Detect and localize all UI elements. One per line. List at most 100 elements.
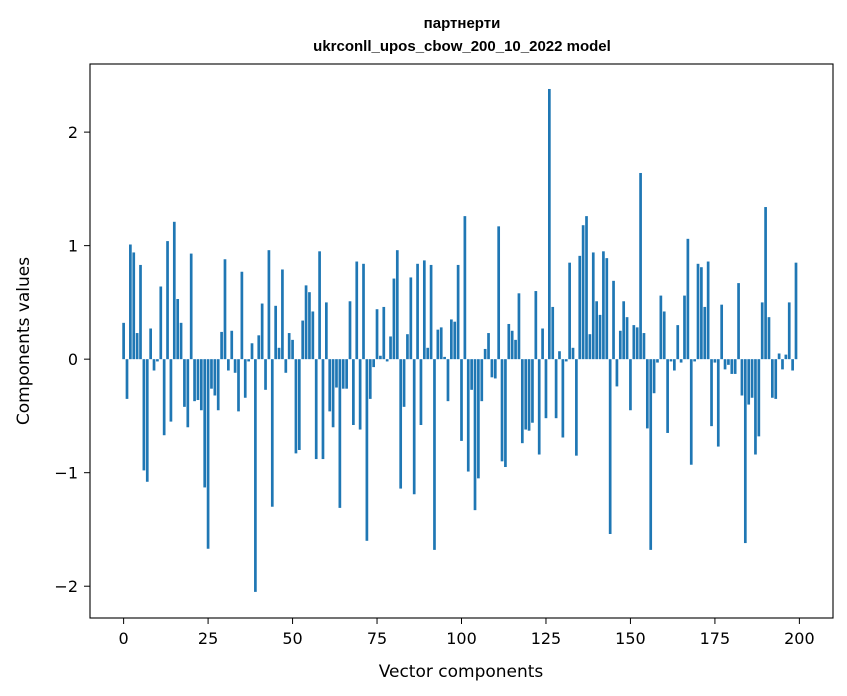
bar-184 xyxy=(743,359,747,544)
bar-59 xyxy=(321,359,325,460)
bar-177 xyxy=(720,304,724,360)
bar-40 xyxy=(257,335,261,360)
bar-106 xyxy=(480,359,484,402)
bar-33 xyxy=(233,359,237,373)
bar-152 xyxy=(635,327,639,360)
bar-49 xyxy=(287,333,291,360)
bar-133 xyxy=(571,347,575,360)
bar-7 xyxy=(145,359,149,482)
bar-14 xyxy=(169,359,173,422)
bar-118 xyxy=(520,359,524,444)
y-axis: −2 −1 0 1 2 xyxy=(54,123,90,596)
bar-198 xyxy=(791,359,794,371)
bar-73 xyxy=(368,359,372,399)
x-tick-label: 25 xyxy=(198,629,218,648)
bar-83 xyxy=(402,359,406,407)
bar-76 xyxy=(379,355,382,360)
bar-182 xyxy=(737,283,740,360)
bar-135 xyxy=(578,255,582,360)
bar-66 xyxy=(345,359,348,389)
bar-179 xyxy=(727,359,730,365)
bar-168 xyxy=(689,359,693,465)
bar-89 xyxy=(422,260,426,360)
bar-34 xyxy=(237,359,240,412)
bar-191 xyxy=(767,317,771,360)
bar-140 xyxy=(595,301,598,360)
bar-131 xyxy=(564,359,568,362)
x-tick-label: 175 xyxy=(700,629,731,648)
bars-group xyxy=(122,88,798,592)
bar-193 xyxy=(774,359,778,399)
bar-56 xyxy=(311,311,315,360)
bar-6 xyxy=(142,359,146,471)
bar-97 xyxy=(450,319,453,360)
bar-69 xyxy=(355,261,359,360)
bar-15 xyxy=(172,221,176,360)
bar-21 xyxy=(193,359,196,402)
bar-10 xyxy=(156,359,159,362)
bar-90 xyxy=(426,347,430,360)
bar-113 xyxy=(504,359,507,468)
x-tick-label: 150 xyxy=(615,629,646,648)
bar-141 xyxy=(598,314,602,360)
bar-61 xyxy=(328,359,332,412)
bar-16 xyxy=(176,299,180,360)
bar-44 xyxy=(270,359,274,507)
bar-142 xyxy=(602,251,605,360)
bar-13 xyxy=(166,241,169,360)
bar-88 xyxy=(419,359,423,425)
bar-105 xyxy=(477,359,480,479)
bar-186 xyxy=(750,359,754,398)
bar-169 xyxy=(693,359,696,362)
bar-67 xyxy=(348,301,352,360)
bar-159 xyxy=(659,295,663,360)
bar-18 xyxy=(183,359,186,407)
bar-171 xyxy=(700,267,703,360)
bar-31 xyxy=(227,359,230,371)
bar-24 xyxy=(203,359,207,488)
x-axis: 0 25 50 75 100 125 150 175 200 xyxy=(119,618,815,648)
bar-20 xyxy=(189,253,193,360)
bar-3 xyxy=(132,252,136,360)
bar-119 xyxy=(524,359,528,430)
bar-164 xyxy=(676,325,680,360)
bar-126 xyxy=(548,88,551,360)
bar-52 xyxy=(297,359,301,450)
bar-62 xyxy=(331,359,335,428)
bar-123 xyxy=(537,359,541,455)
bar-63 xyxy=(335,359,338,388)
bar-188 xyxy=(757,359,761,437)
bar-185 xyxy=(747,359,751,405)
bar-116 xyxy=(514,339,517,360)
bar-175 xyxy=(713,359,717,363)
bar-1 xyxy=(125,359,129,399)
bar-110 xyxy=(493,359,497,379)
y-tick-label: −1 xyxy=(54,464,78,483)
bar-4 xyxy=(135,333,139,360)
bar-58 xyxy=(318,251,321,360)
bar-30 xyxy=(223,259,227,360)
bar-46 xyxy=(277,347,281,360)
bar-151 xyxy=(632,325,636,360)
bar-53 xyxy=(301,320,305,360)
bar-87 xyxy=(416,263,419,360)
bar-72 xyxy=(365,359,369,541)
bar-112 xyxy=(500,359,504,462)
bar-81 xyxy=(395,250,399,360)
bar-127 xyxy=(551,306,555,360)
y-tick-label: −2 xyxy=(54,577,78,596)
bar-82 xyxy=(399,359,403,489)
bar-57 xyxy=(314,359,318,460)
y-tick-label: 1 xyxy=(68,237,78,256)
y-tick-label: 2 xyxy=(68,123,78,142)
bar-0 xyxy=(122,322,125,360)
x-tick-label: 100 xyxy=(446,629,477,648)
bar-172 xyxy=(703,306,707,360)
bar-146 xyxy=(615,359,619,387)
bar-96 xyxy=(446,359,450,402)
bar-32 xyxy=(230,330,234,360)
bar-136 xyxy=(581,225,585,360)
bar-29 xyxy=(220,331,223,360)
bar-64 xyxy=(338,359,342,508)
